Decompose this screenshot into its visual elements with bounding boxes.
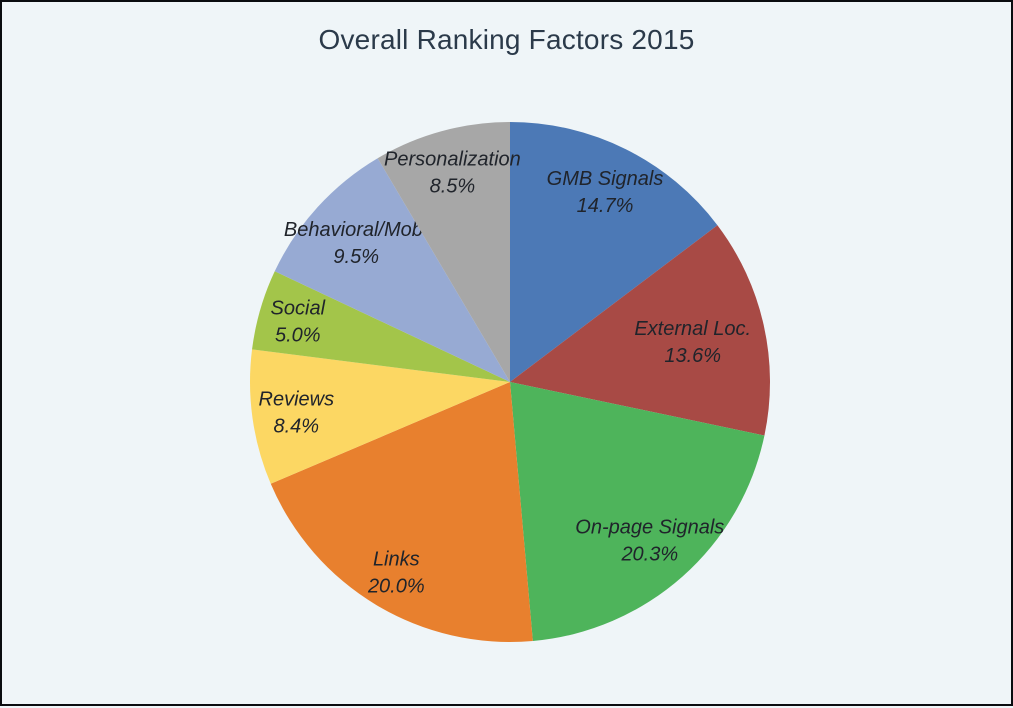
slice-label-reviews: Reviews 8.4% [259, 389, 335, 438]
slice-label-links: Links 20.0% [367, 549, 425, 598]
slice-label-behavioral-mob: Behavioral/Mob. 9.5% [284, 219, 429, 268]
pie-slice-behavioral-mob [274, 158, 510, 382]
slice-label-gmb-signals: GMB Signals 14.7% [547, 168, 664, 217]
chart-title: Overall Ranking Factors 2015 [318, 24, 695, 55]
slice-label-social: Social 5.0% [271, 297, 326, 346]
pie-slice-reviews [249, 349, 510, 484]
pie-slice-social [252, 271, 511, 382]
pie-slice-personalization [377, 122, 510, 382]
slice-label-on-page-signals: On-page Signals 20.3% [575, 517, 724, 566]
pie-slice-on-page-signals [510, 382, 765, 641]
slice-label-external-loc: External Loc. 13.6% [634, 318, 751, 367]
pie-slice-gmb-signals [510, 122, 718, 382]
pie-slice-links [270, 382, 533, 642]
pie-slice-external-loc [510, 225, 770, 436]
slice-label-personalization: Personalization 8.5% [384, 148, 521, 197]
